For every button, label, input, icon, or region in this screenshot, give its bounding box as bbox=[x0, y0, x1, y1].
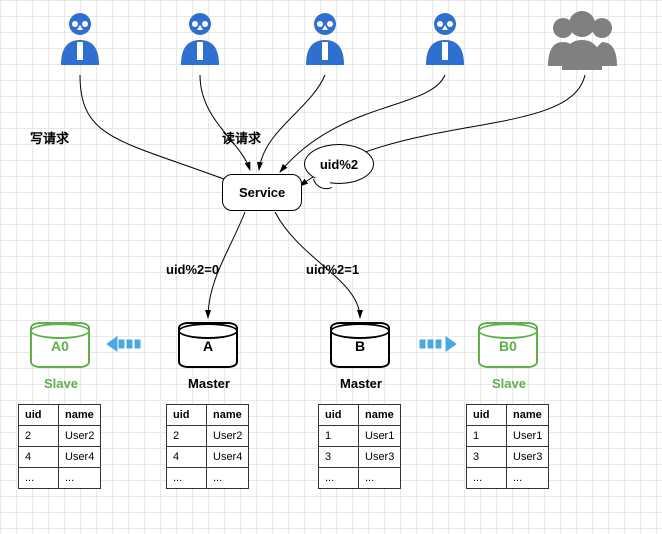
db-slave-a: A0 bbox=[30, 322, 90, 368]
user-icon bbox=[300, 10, 350, 70]
service-node: Service bbox=[222, 174, 302, 211]
table-master-b: uidname 1User1 3User3 ...... bbox=[318, 404, 401, 489]
role-slave-b: Slave bbox=[474, 376, 544, 391]
read-request-label: 读请求 bbox=[222, 128, 261, 147]
group-icon bbox=[540, 8, 625, 73]
user-icon bbox=[175, 10, 225, 70]
shard-even-label: uid%2=0 bbox=[166, 262, 219, 277]
shard-formula-bubble: uid%2 bbox=[304, 144, 374, 184]
role-master-a: Master bbox=[174, 376, 244, 391]
table-master-a: uidname 2User2 4User4 ...... bbox=[166, 404, 249, 489]
user-icon bbox=[55, 10, 105, 70]
db-slave-b: B0 bbox=[478, 322, 538, 368]
db-master-b: B bbox=[330, 322, 390, 368]
sync-arrow-left-icon bbox=[105, 334, 147, 354]
user-icon bbox=[420, 10, 470, 70]
db-master-a: A bbox=[178, 322, 238, 368]
shard-odd-label: uid%2=1 bbox=[306, 262, 359, 277]
sync-arrow-right-icon bbox=[416, 334, 458, 354]
write-request-label: 写请求 bbox=[30, 128, 69, 147]
diagram-canvas: 写请求 读请求 Service uid%2 uid%2=0 uid%2=1 A0… bbox=[0, 0, 662, 534]
role-master-b: Master bbox=[326, 376, 396, 391]
table-slave-a: uidname 2User2 4User4 ...... bbox=[18, 404, 101, 489]
role-slave-a: Slave bbox=[26, 376, 96, 391]
table-slave-b: uidname 1User1 3User3 ...... bbox=[466, 404, 549, 489]
